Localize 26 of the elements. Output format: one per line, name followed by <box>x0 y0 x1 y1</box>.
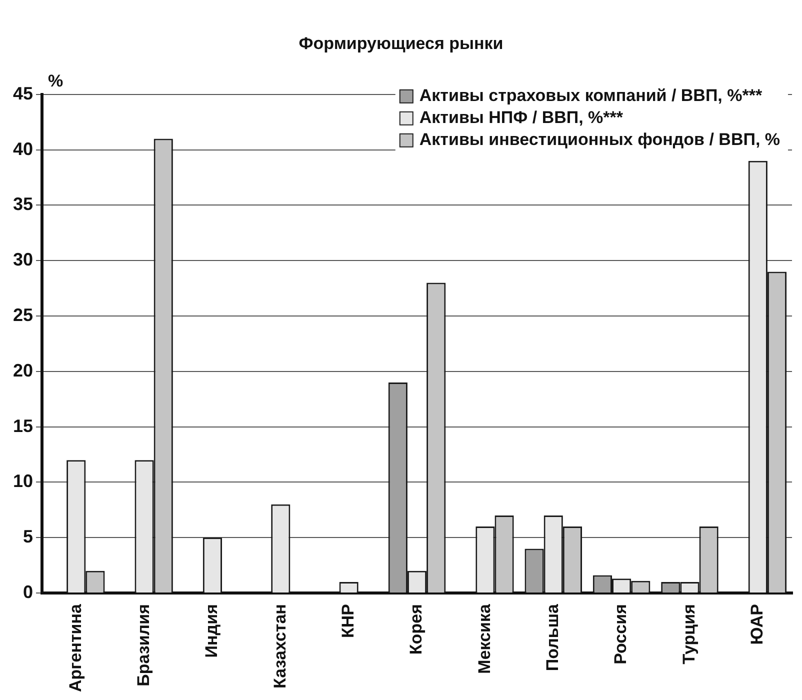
x-tick-label: Казахстан <box>270 604 290 689</box>
legend-label: Активы инвестиционных фондов / ВВП, % <box>419 130 780 150</box>
y-tick-label: 35 <box>12 194 34 214</box>
x-tick-label: Бразилия <box>134 604 153 686</box>
x-tick-label: ЮАР <box>748 604 767 645</box>
x-tick-label: Турция <box>679 604 698 664</box>
x-tick-label: КНР <box>338 604 358 638</box>
y-tick-label: 40 <box>12 138 34 159</box>
y-tick-label: 25 <box>12 304 34 325</box>
y-tick-label: 5 <box>23 526 34 547</box>
y-tick-label: 30 <box>12 250 34 270</box>
chart-title: Формирующиеся рынки <box>298 34 504 53</box>
y-tick-label: 20 <box>12 360 34 380</box>
x-tick-label: Индия <box>202 604 222 658</box>
y-tick-label: 10 <box>12 471 34 492</box>
legend-label: Активы НПФ / ВВП, %*** <box>419 108 624 128</box>
x-tick-label: Польша <box>543 604 562 672</box>
y-tick-label: 15 <box>12 416 34 436</box>
y-tick-label: 45 <box>12 83 34 104</box>
x-tick-label: Аргентина <box>66 603 85 692</box>
x-tick-label: Россия <box>611 604 630 664</box>
x-tick-label: Корея <box>406 604 426 655</box>
y-tick-label: 0 <box>23 582 34 602</box>
x-tick-label: Мексика <box>474 604 494 674</box>
legend-label: Активы страховых компаний / ВВП, %*** <box>419 86 762 106</box>
y-axis-title: % <box>48 72 64 91</box>
